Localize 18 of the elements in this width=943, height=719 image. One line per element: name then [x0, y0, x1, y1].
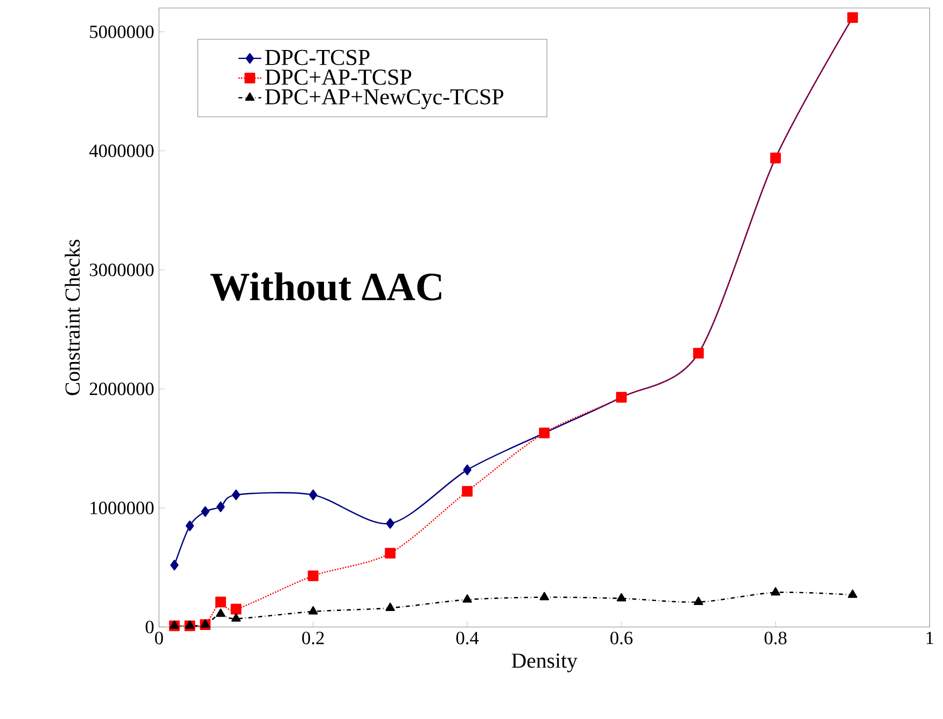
legend-label: DPC+AP+NewCyc-TCSP	[265, 89, 504, 110]
x-tick-label: 0.8	[764, 632, 786, 644]
x-tick-label: 0	[155, 632, 163, 644]
y-axis-title: Constraint Checks	[64, 240, 80, 396]
legend-label: DPC-TCSP	[265, 50, 370, 66]
y-tick-label: 0	[146, 620, 154, 634]
y-tick-label: 5000000	[90, 26, 154, 38]
y-tick-label: 4000000	[89, 144, 154, 158]
y-tick-label: 2000000	[90, 382, 154, 396]
x-tick-label: 1	[926, 632, 934, 644]
y-tick-label: 3000000	[90, 264, 154, 276]
x-tick-label: 0.2	[302, 632, 324, 644]
y-tick-label: 1000000	[90, 502, 154, 514]
annotation: Without ΔAC	[210, 272, 442, 301]
legend-label: DPC+AP-TCSP	[265, 70, 412, 85]
x-tick-label: 0.6	[610, 632, 633, 644]
x-tick-label: 0.4	[456, 632, 479, 644]
x-axis-title: Density	[512, 654, 578, 672]
